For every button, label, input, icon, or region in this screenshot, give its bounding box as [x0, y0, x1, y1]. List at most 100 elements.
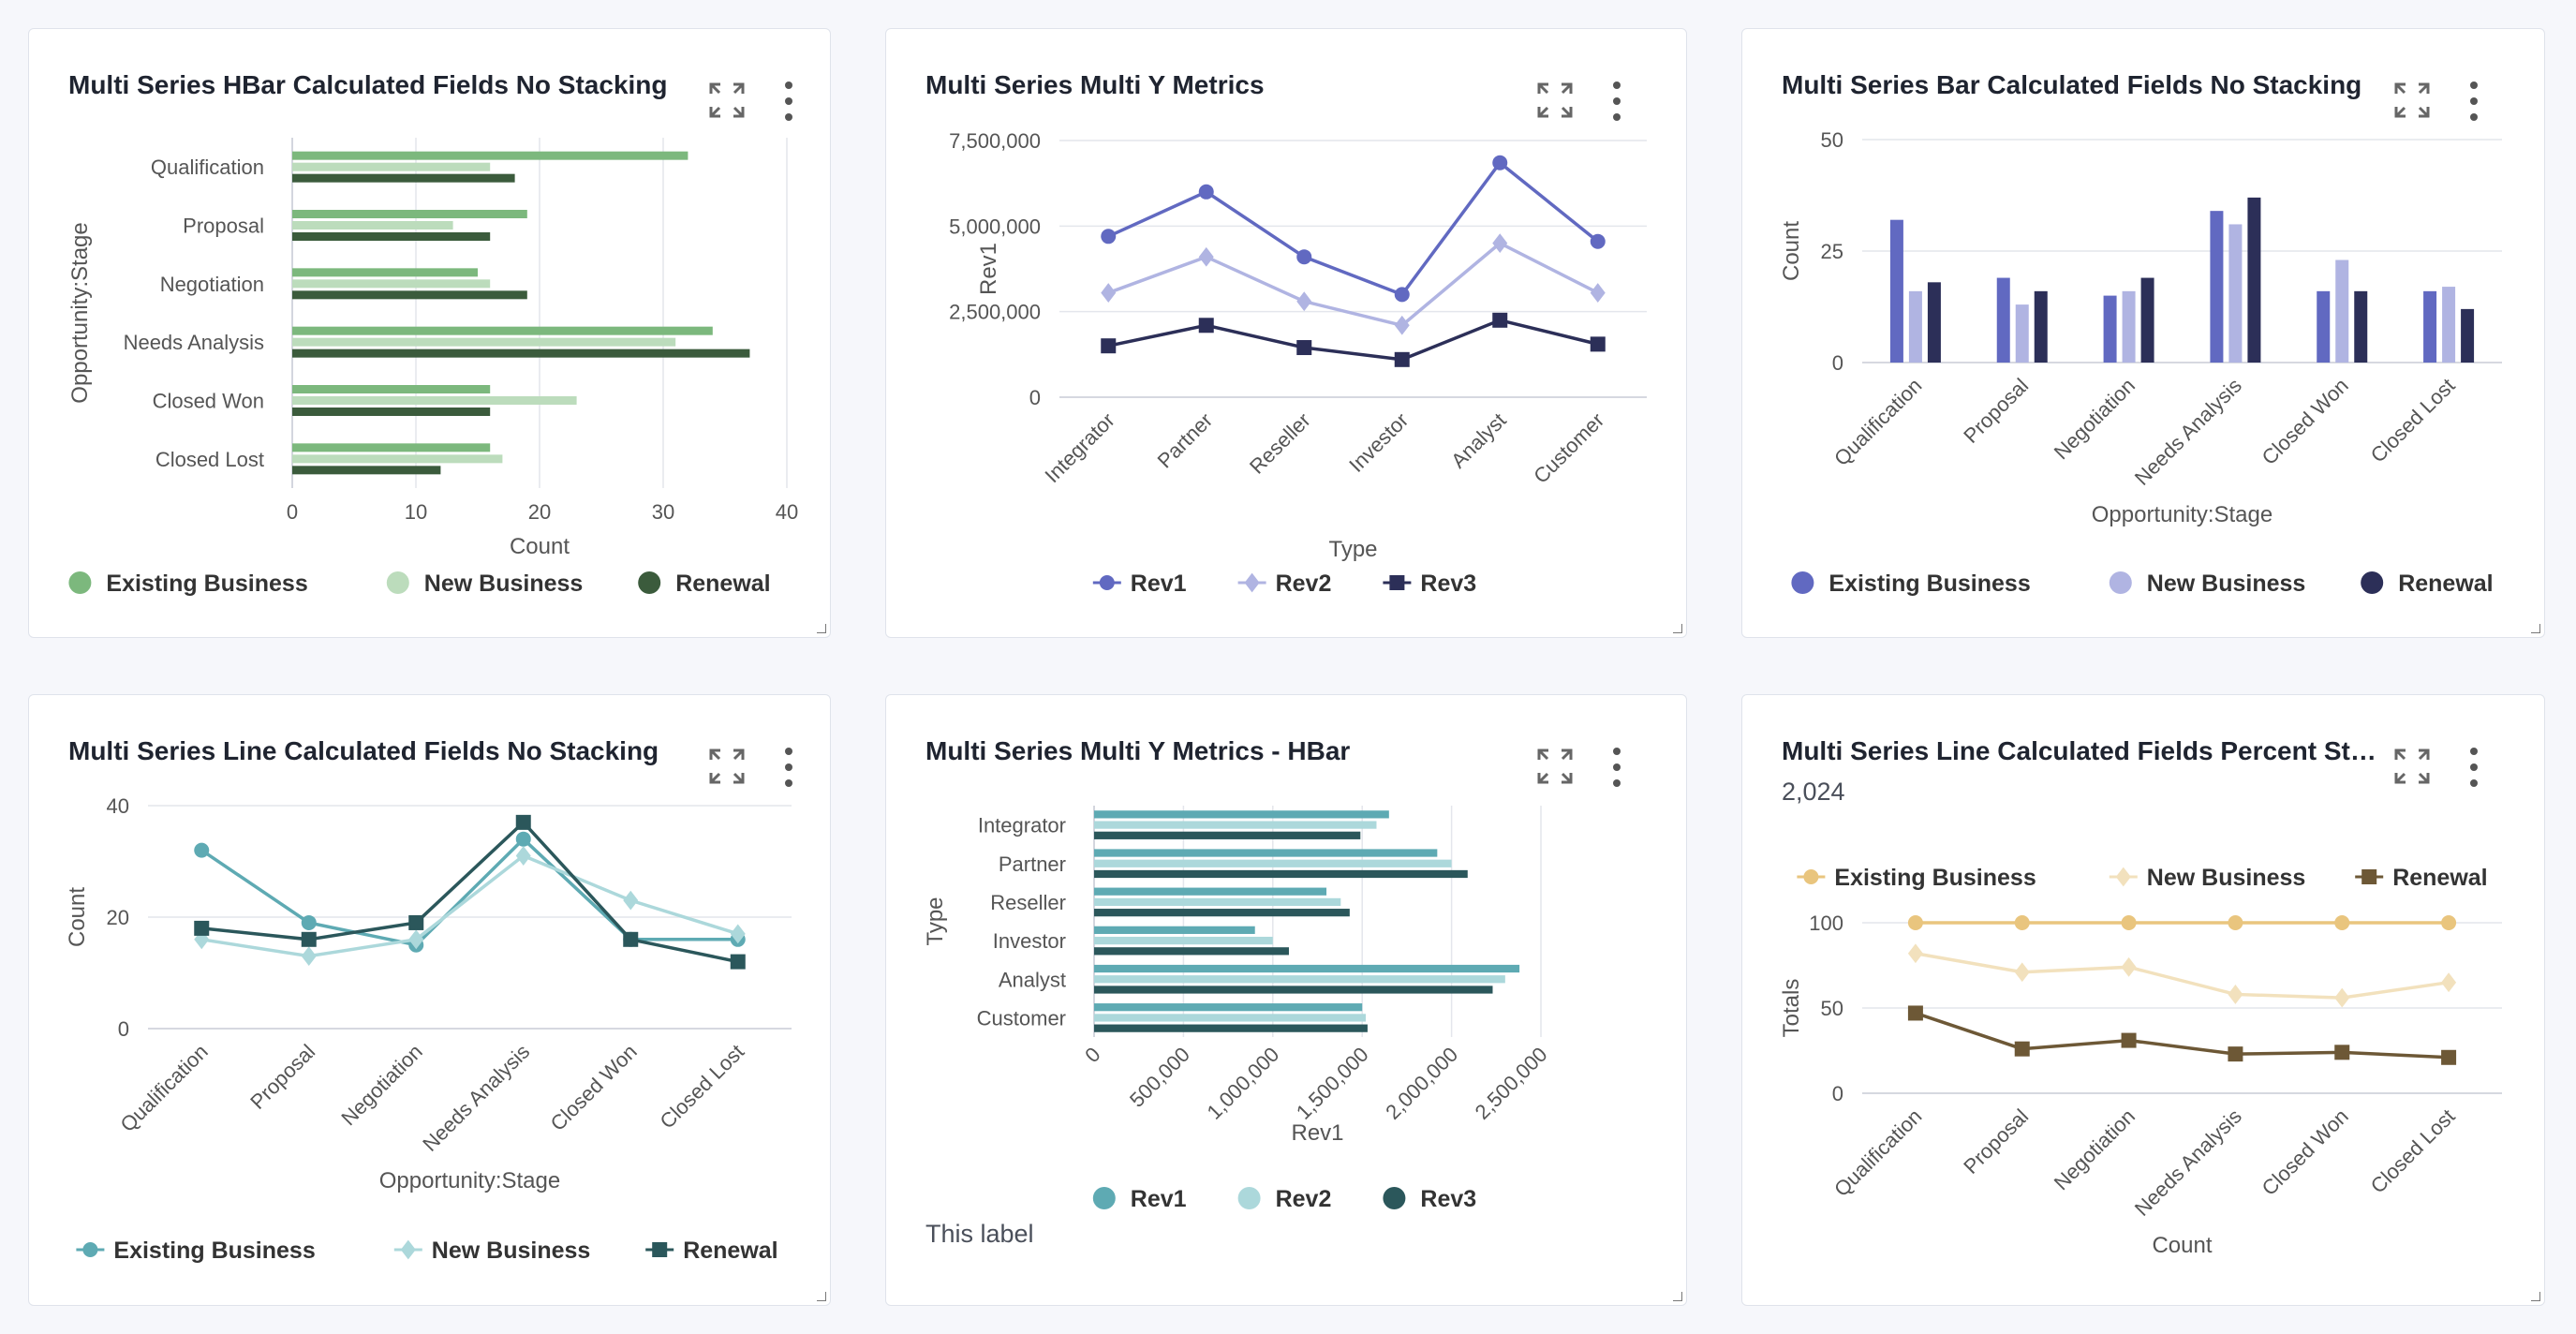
expand-icon[interactable]: [2393, 748, 2431, 785]
bar: [2354, 290, 2368, 363]
bar: [292, 221, 453, 230]
plot-grid: [291, 138, 788, 488]
data-point: [2334, 915, 2350, 930]
bar: [2034, 290, 2048, 363]
line-path: [1107, 241, 1599, 328]
chart-card-multi-y-hbar: Multi Series Multi Y Metrics - HBar 0 500…: [885, 694, 1687, 1306]
legend-item: Existing Business: [1797, 865, 2036, 891]
resize-handle[interactable]: [1673, 624, 1682, 633]
plot-grid: [1059, 140, 1647, 398]
y-tick-label: Reseller: [990, 891, 1066, 914]
more-options-icon[interactable]: [777, 746, 800, 789]
line-path: [1915, 1011, 2450, 1060]
legend-marker: [1244, 572, 1260, 593]
x-axis-title: Type: [1328, 537, 1377, 562]
bar: [1927, 282, 1941, 363]
resize-handle[interactable]: [817, 624, 826, 633]
bar: [1908, 290, 1922, 363]
legend-marker: [652, 1242, 668, 1257]
line-path: [1915, 952, 2450, 1000]
y-tick-label: Partner: [999, 852, 1066, 876]
y-tick-label: 25: [1821, 240, 1843, 263]
y-tick-label: Closed Won: [153, 390, 264, 413]
chart-card-bar-calculated: Multi Series Bar Calculated Fields No St…: [1741, 28, 2545, 638]
bar: [1094, 810, 1389, 819]
bar: [2461, 308, 2475, 363]
data-point: [515, 831, 531, 847]
more-options-icon[interactable]: [777, 80, 800, 123]
legend-item: New Business: [2109, 571, 2305, 597]
x-tick-label: 2,500,000: [1471, 1043, 1552, 1124]
data-point: [1907, 915, 1923, 930]
legend-marker: [1803, 869, 1819, 884]
line-path: [200, 837, 738, 947]
resize-handle[interactable]: [1673, 1292, 1682, 1301]
expand-icon[interactable]: [708, 748, 746, 785]
data-point: [623, 890, 639, 911]
chart-total-value: 2,024: [1782, 778, 1845, 806]
data-point: [194, 842, 210, 858]
y-tick-label: Needs Analysis: [124, 331, 264, 354]
bar: [1094, 936, 1273, 945]
expand-icon[interactable]: [1536, 82, 1574, 119]
chart-card-line-percent: Multi Series Line Calculated Fields Perc…: [1741, 694, 2545, 1306]
chart: 0 25 50 Qualification Proposal NegotiationNee…: [1779, 128, 2502, 597]
x-axis-title: Opportunity:Stage: [379, 1168, 560, 1193]
data-point: [1492, 233, 1508, 253]
expand-icon[interactable]: [2393, 82, 2431, 119]
line-path: [200, 853, 739, 958]
bar: [292, 396, 577, 405]
data-point: [194, 920, 210, 936]
series-line: [194, 831, 746, 953]
chart: 0 500,000 1,000,000 1,500,000 2,000,000 2,500…: [923, 806, 1552, 1212]
line-path: [1107, 160, 1599, 297]
legend-marker: [1383, 1187, 1406, 1209]
legend-label: Rev1: [1131, 1186, 1187, 1212]
data-point: [1101, 283, 1117, 303]
x-tick-label: 1,000,000: [1202, 1043, 1283, 1124]
x-tick-label: Analyst: [1446, 408, 1511, 473]
expand-icon[interactable]: [1536, 748, 1574, 785]
data-point: [408, 929, 424, 950]
data-point: [1296, 291, 1312, 312]
bar: [2247, 197, 2261, 363]
more-options-icon[interactable]: [1606, 80, 1628, 123]
legend-marker: [68, 571, 92, 594]
bar: [1889, 219, 1903, 363]
y-tick-label: Investor: [993, 929, 1066, 953]
data-point: [1101, 229, 1117, 245]
legend-item: New Business: [2109, 865, 2306, 891]
expand-icon[interactable]: [708, 82, 746, 119]
x-tick-label: Proposal: [1959, 1104, 2033, 1178]
bar: [1094, 986, 1493, 994]
y-axis-title: Type: [923, 897, 948, 945]
resize-handle[interactable]: [2531, 1292, 2540, 1301]
legend-marker: [1791, 571, 1814, 594]
resize-handle[interactable]: [2531, 624, 2540, 633]
y-tick-label: Analyst: [999, 968, 1066, 991]
x-tick-label: Qualification: [1829, 1104, 1926, 1201]
more-options-icon[interactable]: [2463, 746, 2485, 789]
x-tick-label: 0: [1080, 1043, 1104, 1067]
chart-legend: Existing Business New Business Renewal: [68, 571, 771, 597]
series-line: [1907, 943, 2457, 1008]
bar: [1996, 277, 2010, 363]
resize-handle[interactable]: [817, 1292, 826, 1301]
data-point: [1198, 318, 1214, 334]
chart-card-line-calculated: Multi Series Line Calculated Fields No S…: [28, 694, 831, 1306]
x-tick-label: 40: [776, 500, 798, 524]
plot-grid: [1093, 806, 1542, 1037]
legend-item: Rev3: [1383, 571, 1476, 597]
data-point: [1394, 287, 1410, 303]
x-tick-label: 20: [528, 500, 551, 524]
y-axis-title: Count: [1779, 221, 1804, 281]
legend-label: New Business: [2147, 865, 2306, 891]
bar: [2442, 287, 2456, 363]
more-options-icon[interactable]: [2463, 80, 2485, 123]
chart-legend: Rev1 Rev2 Rev3: [1092, 1186, 1476, 1212]
more-options-icon[interactable]: [1606, 746, 1628, 789]
bar-group: [292, 151, 750, 475]
bar: [1094, 831, 1361, 839]
x-tick-label: Proposal: [245, 1040, 319, 1114]
